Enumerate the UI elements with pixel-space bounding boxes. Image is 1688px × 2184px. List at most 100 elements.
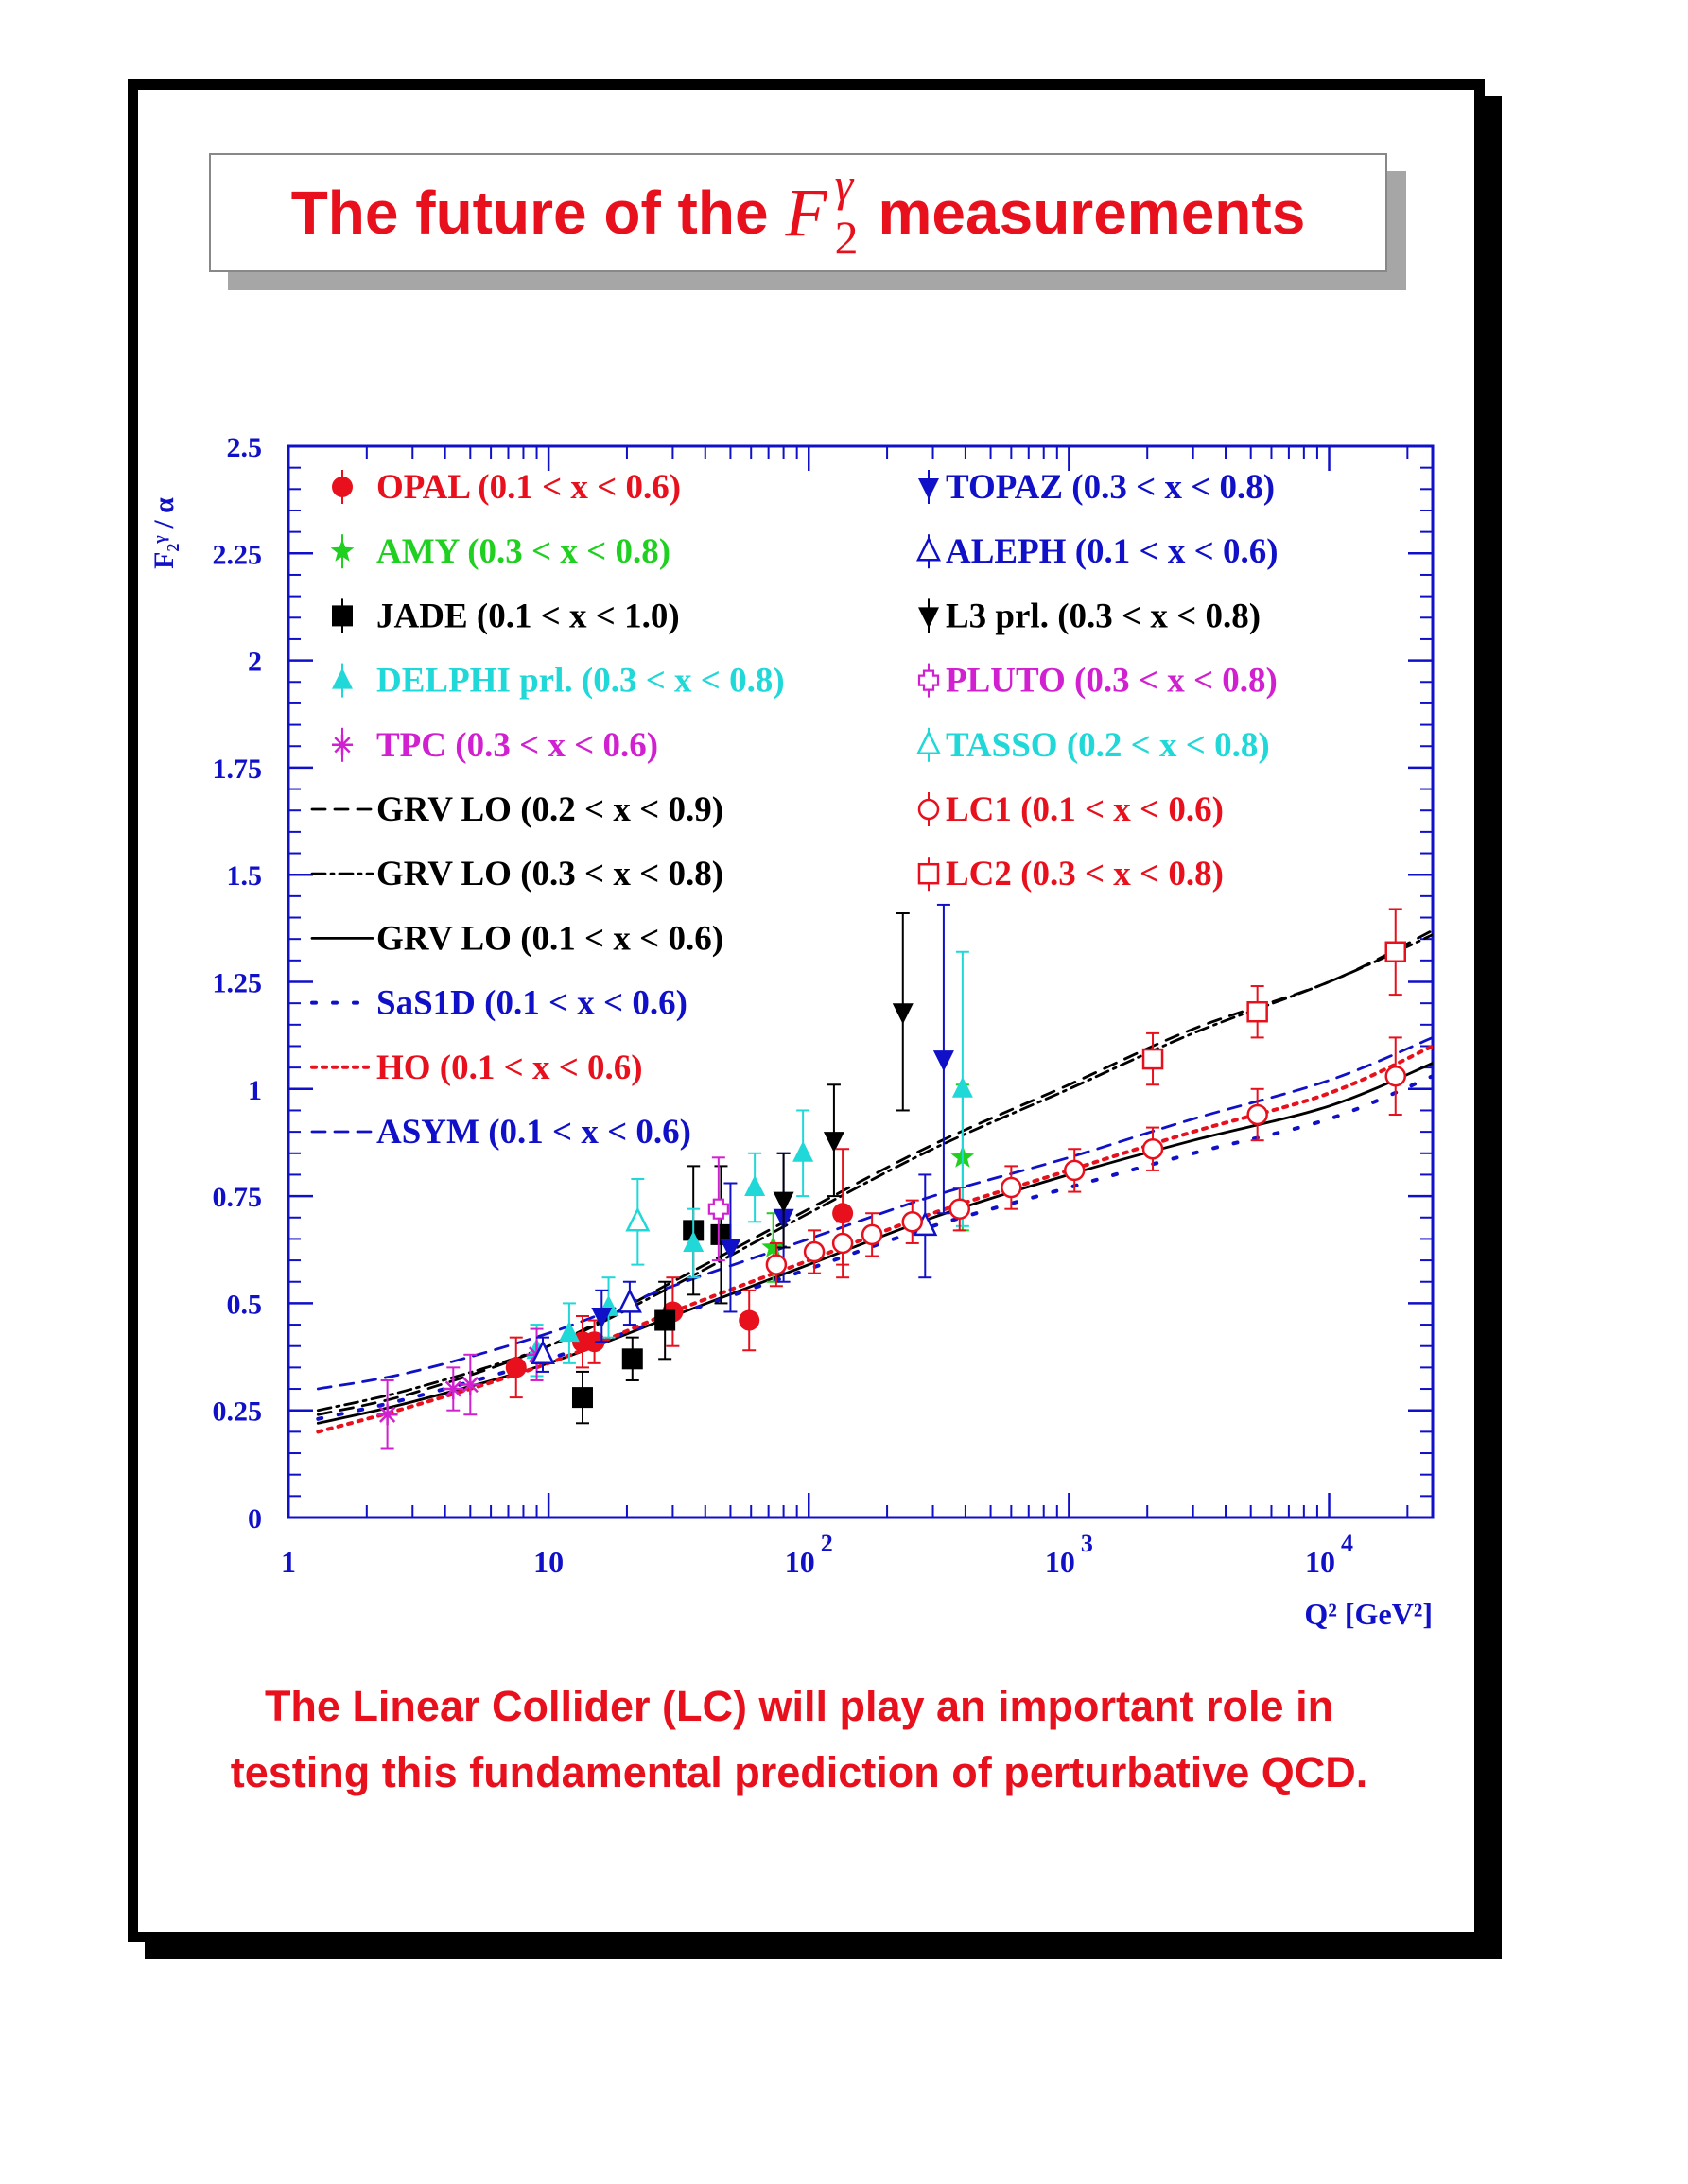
y-tick-label: 2.5 [227,432,263,463]
data-point-lc1 [901,1199,923,1244]
data-point-lc2 [1141,1031,1164,1086]
caption: The Linear Collider (LC) will play an im… [230,1682,1368,1796]
marker-delphi [792,1140,814,1162]
legend-entry: TOPAZ (0.3 < x < 0.8) [918,468,1275,507]
legend-entry: OPAL (0.1 < x < 0.6) [332,468,681,507]
y-tick-label: 0.5 [227,1289,263,1320]
marker-amy [761,1235,785,1257]
marker-lc1 [948,1198,971,1220]
legend-marker [918,478,939,499]
data-points-group [376,903,1406,1450]
x-tick-label: 10 [533,1545,564,1579]
legend-entry: GRV LO (0.2 < x < 0.9) [310,790,723,829]
legend-entry: TASSO (0.2 < x < 0.8) [915,726,1270,765]
marker-delphi [951,1076,973,1098]
data-point-lc1 [1246,1087,1268,1142]
data-point-tpc [443,1366,464,1412]
legend-marker [332,734,353,755]
data-point-jade [654,1280,676,1361]
data-point-jade [710,1165,732,1305]
legend-label: L3 prl. (0.3 < x < 0.8) [946,597,1261,635]
data-point-aleph [617,1280,642,1326]
marker-tpc [443,1378,464,1400]
x-tick-label: 1 [281,1545,296,1579]
legend-entry: JADE (0.1 < x < 1.0) [332,597,680,635]
legend-marker [332,667,353,689]
data-point-lc1 [1141,1126,1164,1171]
legend-label: AMY (0.3 < x < 0.8) [376,532,670,571]
title-math-sup: γ [834,157,854,211]
data-point-lc1 [861,1212,883,1257]
legend-label: PLUTO (0.3 < x < 0.8) [946,662,1278,701]
data-point-topaz [932,903,954,1215]
legend-label: GRV LO (0.1 < x < 0.6) [376,919,723,958]
legend-entry: ALEPH (0.1 < x < 0.6) [915,532,1279,571]
legend-entry: SaS1D (0.1 < x < 0.6) [310,984,687,1023]
data-point-lc1 [1063,1148,1086,1193]
legend-label: LC2 (0.3 < x < 0.8) [946,855,1224,893]
marker-lc1 [901,1211,923,1233]
data-point-delphi [792,1109,814,1198]
marker-jade [571,1387,593,1409]
data-point-delphi [558,1302,580,1364]
data-point-lc1 [1384,1036,1406,1116]
data-point-tasso [625,1177,651,1266]
marker-opal [505,1357,527,1378]
marker-lc1 [1063,1159,1086,1182]
legend-marker [330,539,355,562]
marker-lc2 [1384,941,1406,963]
y-tick-label: 1.25 [213,968,263,999]
title-math-main: F [785,174,827,251]
marker-aleph [530,1339,556,1365]
data-point-l3 [773,1152,794,1249]
legend-label: TASSO (0.2 < x < 0.8) [946,726,1270,765]
legend-marker [915,536,942,562]
y-tick-label: 1 [248,1075,262,1106]
data-point-lc2 [1384,908,1406,997]
marker-jade [621,1348,643,1370]
legend-label: GRV LO (0.3 < x < 0.8) [376,855,723,893]
data-point-delphi [951,950,973,1227]
marker-topaz [591,1307,613,1328]
marker-opal [739,1309,760,1331]
data-point-tpc [376,1378,398,1450]
data-point-lc1 [765,1241,788,1288]
marker-lc1 [1001,1176,1022,1199]
legend-right: TOPAZ (0.3 < x < 0.8) ALEPH (0.1 < x < 0.… [915,468,1279,893]
marker-l3 [892,1003,914,1025]
marker-opal [583,1331,605,1353]
marker-jade [654,1309,676,1331]
data-point-l3 [823,1083,844,1198]
marker-tpc [460,1374,481,1395]
marker-l3 [773,1191,794,1213]
marker-pluto [707,1198,729,1220]
legend-entry: PLUTO (0.3 < x < 0.8) [917,662,1278,701]
legend-label: SaS1D (0.1 < x < 0.6) [376,984,687,1023]
data-point-lc2 [1246,985,1268,1039]
title-math-sub: 2 [834,210,859,264]
legend-entry: LC1 (0.1 < x < 0.6) [917,790,1224,829]
data-point-opal [739,1289,760,1352]
marker-tasso [625,1206,651,1232]
marker-opal [832,1203,854,1224]
marker-lc1 [765,1254,788,1275]
marker-aleph [617,1288,642,1313]
marker-topaz [932,1050,954,1072]
legend-label: TOPAZ (0.3 < x < 0.8) [946,468,1275,507]
y-tick-label: 1.75 [213,754,263,785]
y-tick-label: 0.75 [213,1182,263,1213]
data-point-jade [621,1336,643,1381]
y-tick-label: 2 [248,647,262,678]
legend-label: GRV LO (0.2 < x < 0.9) [376,790,723,829]
data-point-topaz [720,1182,741,1313]
legend-left: OPAL (0.1 < x < 0.6) AMY (0.3 < x < 0.8) J… [310,468,785,1152]
data-point-opal [505,1336,527,1399]
data-point-topaz [591,1289,613,1343]
data-point-opal [583,1319,605,1364]
data-point-lc1 [1001,1165,1022,1210]
legend-marker [917,798,940,821]
x-axis-label: Q² [GeV²] [1304,1597,1433,1631]
legend-label: JADE (0.1 < x < 1.0) [376,597,680,635]
